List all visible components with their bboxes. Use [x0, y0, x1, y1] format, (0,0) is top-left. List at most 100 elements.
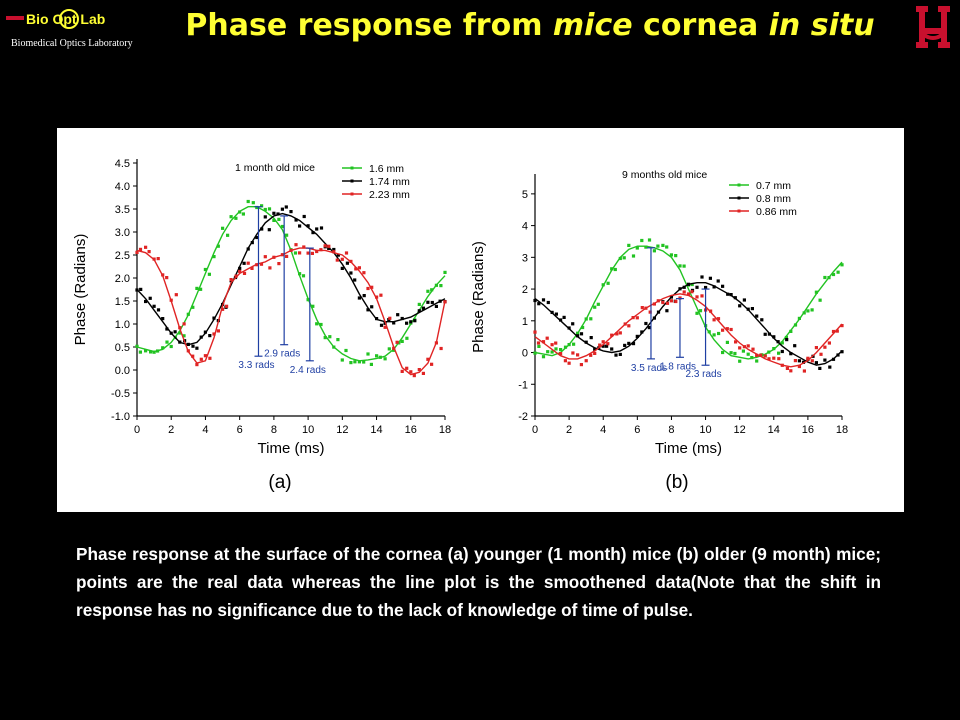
data-point — [182, 322, 186, 326]
data-point — [777, 357, 781, 361]
data-point — [152, 304, 156, 308]
data-point — [818, 298, 822, 302]
data-point — [686, 282, 691, 286]
data-point — [533, 298, 537, 303]
data-point — [541, 340, 546, 344]
data-point — [241, 212, 245, 216]
data-point — [138, 247, 143, 251]
series-0.7-mm — [533, 238, 844, 363]
data-point — [840, 350, 844, 354]
data-point — [686, 292, 691, 296]
legend-marker — [350, 166, 354, 170]
data-point — [682, 290, 686, 294]
data-point — [767, 350, 771, 354]
data-point — [708, 276, 712, 280]
data-point — [601, 340, 605, 344]
data-point — [725, 340, 729, 344]
x-tick-label: 12 — [734, 424, 746, 436]
data-point — [392, 346, 396, 350]
data-point — [533, 351, 537, 355]
data-point — [682, 285, 686, 289]
data-point — [579, 363, 583, 367]
data-point — [669, 253, 673, 257]
data-point — [327, 244, 331, 248]
data-point — [280, 207, 284, 211]
data-point — [567, 343, 571, 347]
data-point — [255, 205, 259, 210]
data-point — [294, 218, 298, 222]
range-label: 3.5 rads — [631, 363, 667, 374]
data-point — [784, 335, 788, 340]
data-point — [823, 358, 827, 362]
data-point — [319, 322, 323, 327]
data-point — [627, 243, 631, 247]
legend-marker — [737, 209, 741, 213]
data-point — [601, 283, 605, 287]
data-point — [426, 289, 430, 293]
data-point — [310, 251, 314, 255]
data-point — [721, 284, 725, 288]
range-label: 2.4 rads — [290, 365, 326, 376]
data-point — [793, 323, 798, 327]
data-point — [421, 306, 425, 310]
data-point — [840, 263, 844, 267]
data-point — [746, 307, 750, 311]
data-point — [362, 271, 366, 275]
data-point — [426, 357, 430, 361]
data-point — [426, 300, 430, 304]
data-point — [618, 352, 622, 356]
data-point — [669, 295, 673, 299]
data-point — [572, 342, 576, 346]
data-point — [340, 266, 344, 270]
data-point — [306, 224, 310, 228]
data-point — [755, 359, 759, 363]
data-point — [161, 317, 165, 321]
data-point — [606, 281, 610, 285]
data-point — [161, 346, 165, 350]
data-point — [203, 354, 207, 358]
data-point — [729, 351, 733, 355]
data-point — [836, 353, 840, 357]
data-point — [823, 345, 827, 349]
data-point — [336, 253, 340, 257]
x-tick-label: 18 — [439, 424, 451, 436]
data-point — [335, 258, 339, 262]
data-point — [178, 340, 182, 344]
data-point — [298, 272, 302, 276]
panel-label: (b) — [665, 472, 688, 493]
data-point — [238, 266, 242, 270]
y-tick-label: 5 — [522, 189, 528, 201]
y-tick-label: -0.5 — [111, 388, 130, 400]
data-point — [559, 318, 563, 322]
series-line — [534, 245, 843, 360]
data-point — [567, 326, 571, 330]
data-point — [135, 344, 139, 348]
data-point — [589, 336, 593, 340]
data-point — [272, 255, 276, 259]
data-point — [246, 247, 250, 251]
data-point — [277, 217, 281, 221]
data-point — [780, 363, 784, 367]
page-title: Phase response from mice cornea in situ — [185, 8, 875, 43]
x-tick-label: 18 — [836, 424, 848, 436]
data-point — [439, 284, 443, 288]
y-tick-label: 0 — [522, 348, 528, 360]
data-point — [178, 326, 182, 330]
data-point — [344, 348, 348, 353]
data-point — [191, 305, 195, 309]
data-point — [623, 322, 627, 326]
data-point — [396, 313, 400, 317]
data-point — [199, 357, 203, 361]
data-point — [656, 310, 661, 314]
data-point — [712, 333, 716, 337]
data-point — [559, 352, 563, 356]
data-point — [780, 349, 784, 354]
data-point — [733, 296, 737, 300]
data-point — [439, 346, 443, 351]
data-point — [738, 359, 742, 363]
data-point — [814, 361, 818, 365]
legend-marker — [350, 192, 354, 196]
data-point — [802, 369, 806, 373]
data-point — [417, 302, 421, 306]
